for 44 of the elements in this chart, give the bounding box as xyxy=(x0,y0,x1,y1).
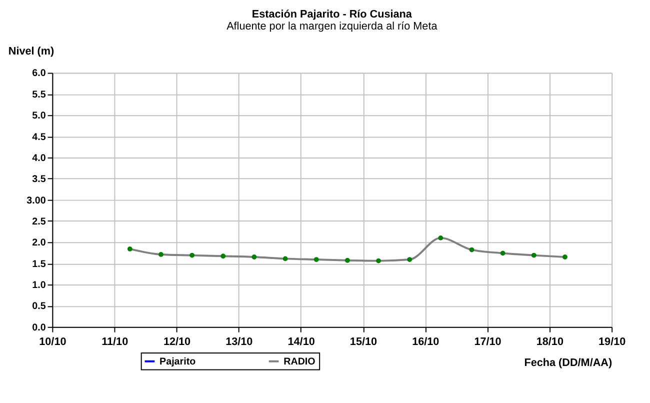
point xyxy=(500,250,506,256)
point xyxy=(282,256,288,262)
x-tick-label: 18/10 xyxy=(536,336,564,348)
y-tick-label: 6.0 xyxy=(32,68,46,80)
chart-title: Estación Pajarito - Río Cusiana xyxy=(252,8,413,21)
y-tick-label: 0.5 xyxy=(32,301,46,312)
y-tick-label: 2.0 xyxy=(32,238,46,249)
y-tick-label: 5.5 xyxy=(32,89,46,100)
point xyxy=(344,258,350,263)
x-tick-label: 17/10 xyxy=(474,336,502,348)
x-tick-label: 11/10 xyxy=(102,336,128,348)
y-tick-label: 5.0 xyxy=(32,110,46,122)
x-tick-label: 13/10 xyxy=(226,336,253,348)
x-tick-label: 15/10 xyxy=(350,336,378,348)
y-tick-label: 1.0 xyxy=(32,280,46,291)
point xyxy=(407,257,412,262)
y-axis-title: Nivel (m) xyxy=(8,46,54,58)
x-tick-label: 12/10 xyxy=(163,336,191,348)
y-tick-label: 1.5 xyxy=(32,258,46,270)
y-tick-label: 2.5 xyxy=(32,216,46,228)
y-tick-label: 3.00 xyxy=(26,195,46,206)
point xyxy=(252,254,257,260)
point xyxy=(314,257,319,262)
point xyxy=(376,258,381,264)
y-tick-label: 3.5 xyxy=(32,174,46,186)
x-tick-label: 14/10 xyxy=(288,336,315,348)
y-tick-label: 4.0 xyxy=(32,152,46,164)
point xyxy=(531,252,536,258)
y-tick-label: 4.5 xyxy=(32,132,46,143)
point xyxy=(158,252,164,257)
point xyxy=(127,246,132,252)
point xyxy=(190,252,195,258)
point xyxy=(562,254,568,260)
legend-label: RADIO xyxy=(284,356,316,368)
x-axis-title: Fecha (DD/M/AA) xyxy=(524,356,612,369)
point xyxy=(220,254,226,259)
x-tick-label: 10/10 xyxy=(39,336,66,348)
legend-label: Pajarito xyxy=(160,356,196,368)
point xyxy=(469,247,474,252)
point xyxy=(438,235,444,240)
x-tick-label: 19/10 xyxy=(598,336,626,348)
y-tick-label: 0.0 xyxy=(32,322,46,334)
x-tick-label: 16/10 xyxy=(412,336,440,348)
chart-subtitle: Afluente por la margen izquierda al río Meta xyxy=(226,20,438,32)
